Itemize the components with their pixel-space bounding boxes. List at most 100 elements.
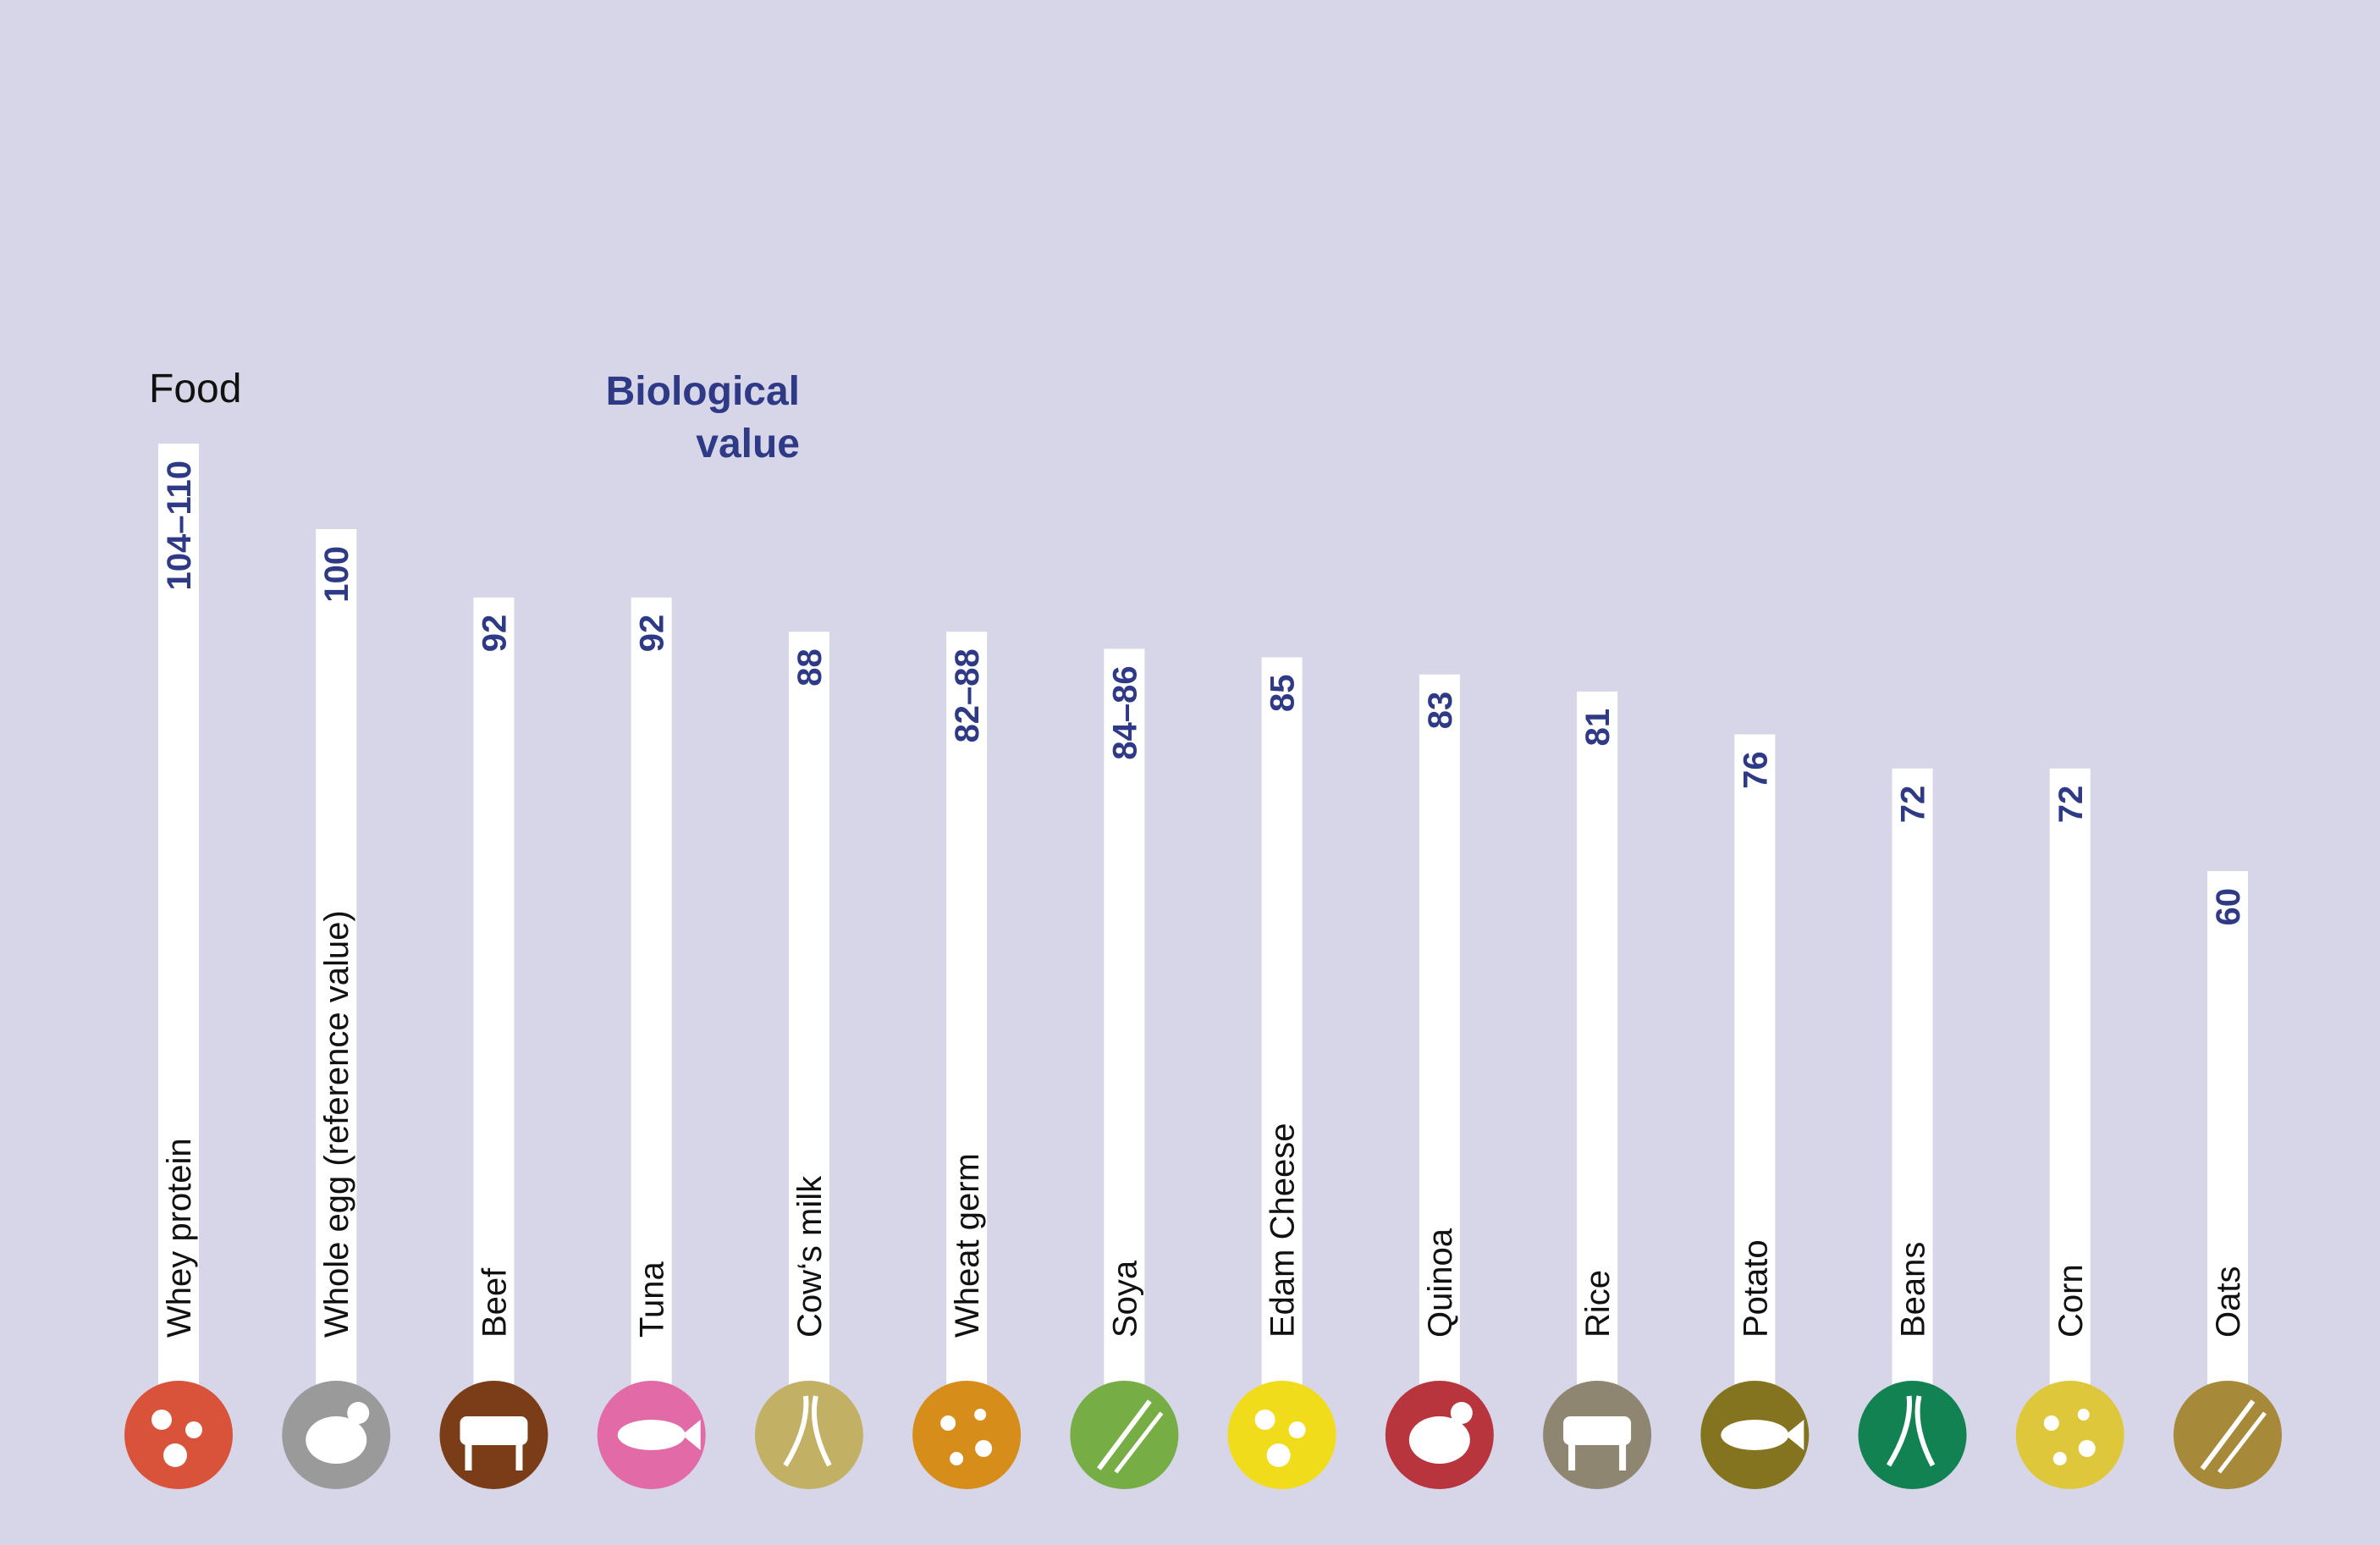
icon-motif [465,1443,472,1471]
bar [1104,648,1145,1393]
category-label: Edam Cheese [1264,1123,1302,1338]
icon-disc [1227,1381,1336,1489]
icon-motif [2078,1440,2096,1457]
icon-motif [2052,1452,2067,1465]
tuna-fish-icon [597,1381,706,1489]
icon-motif [950,1452,964,1465]
icon-motif [783,1395,809,1467]
quinoa-icon [1385,1381,1494,1489]
icon-motif [347,1402,370,1424]
biological-value-header: Biological value [508,366,800,471]
cow-icon [439,1381,548,1489]
oats-icon [2173,1381,2282,1489]
bar [158,444,199,1393]
category-label: Whole egg (reference value) [318,910,355,1338]
icon-motif [617,1420,686,1450]
category-label: Whey protein [161,1138,198,1338]
icon-motif [812,1395,832,1467]
bar-group: 85 Edam Cheese [1227,657,1336,1489]
value-label: 85 [1264,675,1302,713]
bar [2207,871,2248,1393]
beans-icon [1858,1381,1967,1489]
bar [473,597,515,1393]
egg-hen-icon [282,1381,391,1489]
icon-motif [1114,1411,1164,1474]
icon-disc [124,1381,233,1489]
icon-motif [1096,1399,1152,1471]
bar [631,597,672,1393]
icon-motif [975,1440,993,1457]
bar-group: 104–110 Whey protein [124,444,233,1489]
corn-icon [2015,1381,2124,1489]
icon-disc [754,1381,863,1489]
whey-protein-icon [124,1381,233,1489]
potato-icon [1700,1381,1810,1489]
icon-disc [912,1381,1022,1489]
bar-group: 100 Whole egg (reference value) [282,529,391,1489]
category-label: Tuna [634,1261,671,1338]
category-label: Wheat germ [949,1153,986,1338]
biological-value-header-line2: value [696,422,800,466]
icon-motif [1408,1416,1470,1464]
icon-motif [1266,1443,1291,1467]
bar-group: 72 Corn [2015,768,2124,1489]
category-label: Oats [2210,1266,2247,1338]
category-label: Corn [2052,1264,2090,1338]
value-label: 60 [2210,888,2247,926]
category-label: Potato [1737,1239,1774,1338]
icon-disc [2015,1381,2124,1489]
icon-motif [2200,1399,2256,1471]
icon-motif [515,1443,523,1471]
icon-motif [1288,1421,1306,1438]
bar-group: 88 Cow‘s milk [754,632,863,1489]
bar [1734,734,1776,1393]
biological-value-header-line1: Biological [605,369,800,414]
category-label: Beans [1895,1242,1932,1338]
bar [1261,657,1303,1393]
category-label: Cow‘s milk [791,1175,829,1338]
icon-motif [1914,1395,1936,1467]
icon-motif [940,1415,956,1431]
value-label: 100 [318,546,355,603]
icon-motif [1568,1443,1576,1471]
bar-group: 60 Oats [2173,871,2282,1489]
icon-motif [2043,1415,2059,1431]
bar-group: 83 Quinoa [1385,674,1494,1489]
bar [2049,768,2091,1393]
icon-motif [185,1421,202,1438]
soy-plant-icon [1070,1381,1179,1489]
icon-motif [1254,1410,1275,1430]
bar [1419,674,1460,1393]
icon-motif [460,1416,528,1445]
bar-group: 84–86 Soya [1070,648,1179,1489]
icon-motif [1619,1443,1627,1471]
icon-motif [2217,1411,2267,1474]
bar-group: 92 Tuna [597,597,706,1489]
value-label: 88 [791,648,829,687]
value-label: 82–88 [949,648,986,742]
value-label: 76 [1737,751,1774,789]
bar [946,632,988,1393]
value-label: 72 [1895,786,1932,824]
value-label: 92 [634,615,671,653]
cheese-icon [1227,1381,1336,1489]
icon-motif [1785,1420,1804,1450]
value-label: 84–86 [1106,665,1143,759]
bar-group: 76 Potato [1700,734,1810,1489]
icon-motif [306,1416,367,1464]
wheat-icon [912,1381,1022,1489]
category-label: Soya [1106,1260,1143,1338]
food-column-header: Food [149,367,242,411]
bar-group: 92 Beef [439,597,548,1489]
bar-group: 82–88 Wheat germ [912,632,1022,1489]
value-label: 104–110 [161,461,198,591]
bar [788,632,829,1393]
icon-motif [1450,1402,1473,1424]
value-label: 72 [2052,786,2090,824]
bar [1892,768,1933,1393]
bar [316,529,357,1393]
icon-motif [2077,1409,2090,1421]
icon-motif [1721,1420,1789,1450]
category-label: Beef [476,1267,513,1338]
